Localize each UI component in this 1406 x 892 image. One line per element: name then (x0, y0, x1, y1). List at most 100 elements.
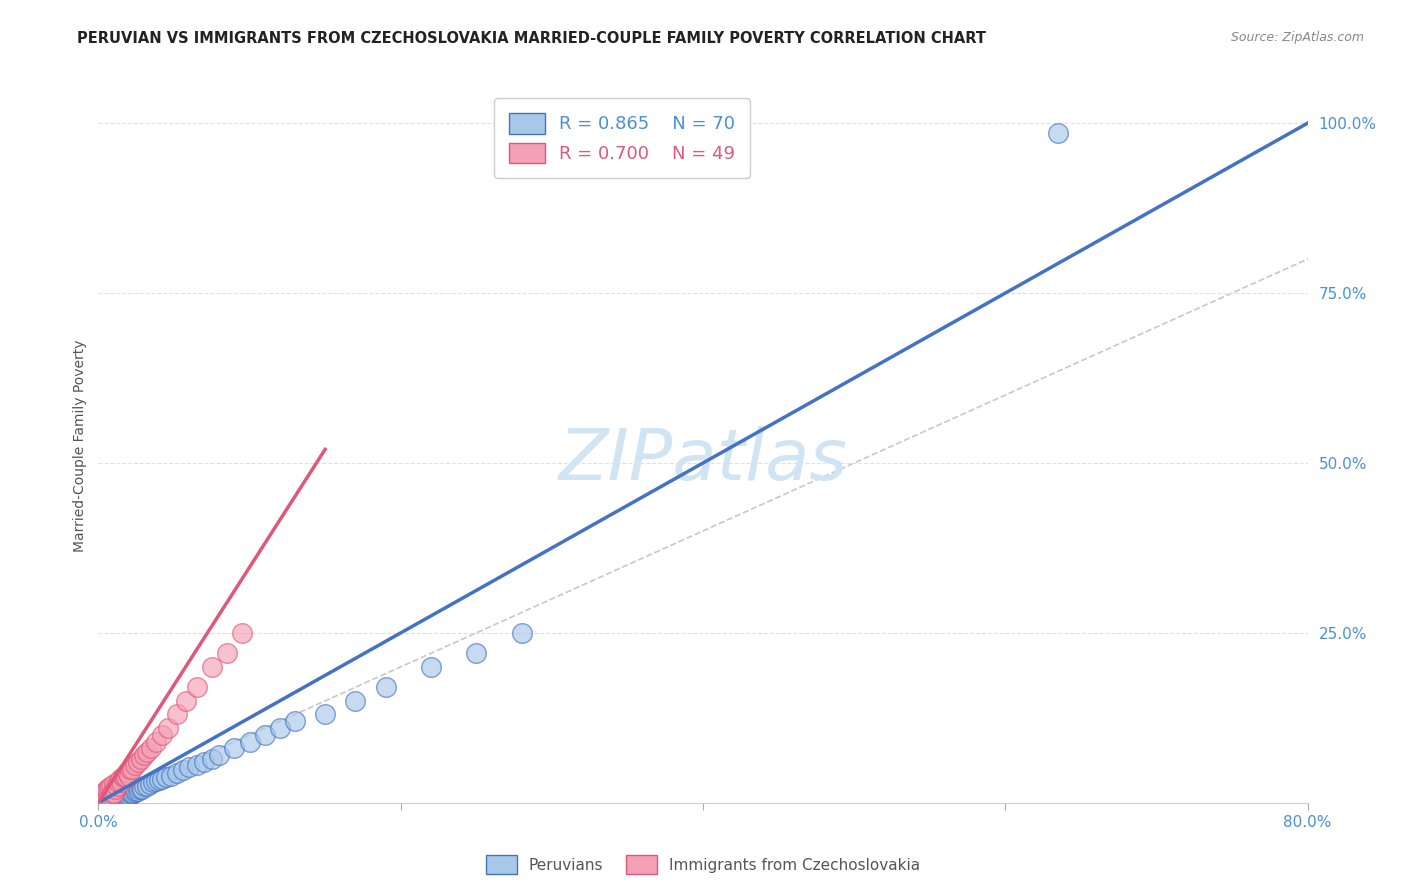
Point (89, 792, 111, 806)
Point (135, 779, 157, 793)
Point (104, 791, 127, 805)
Point (166, 707, 188, 722)
Point (110, 789, 132, 803)
Point (103, 789, 125, 804)
Point (148, 773, 170, 788)
Point (129, 780, 152, 795)
Point (91, 794, 114, 808)
Point (93, 788, 115, 802)
Point (91, 792, 114, 806)
Point (90, 793, 112, 807)
Point (94, 794, 117, 808)
Point (193, 755, 215, 769)
Point (105, 779, 128, 793)
Point (125, 783, 148, 797)
Point (344, 694, 367, 708)
Point (94, 792, 117, 806)
Point (98, 780, 121, 795)
Point (101, 790, 124, 805)
Point (111, 790, 134, 805)
Point (107, 775, 129, 789)
Point (107, 791, 129, 805)
Point (94, 794, 117, 808)
Text: ZIPatlas: ZIPatlas (558, 425, 848, 495)
Point (96, 792, 118, 806)
Point (135, 745, 157, 759)
Point (215, 646, 238, 660)
Point (107, 789, 129, 803)
Point (91, 792, 114, 806)
Point (132, 780, 155, 794)
Point (118, 769, 141, 783)
Point (139, 777, 162, 791)
Point (374, 680, 396, 694)
Text: Source: ZipAtlas.com: Source: ZipAtlas.com (1230, 31, 1364, 45)
Point (121, 787, 143, 801)
Point (94, 789, 117, 803)
Point (201, 751, 224, 765)
Point (120, 786, 142, 800)
Point (98, 793, 121, 807)
Point (465, 646, 488, 660)
Point (284, 714, 307, 729)
Point (100, 792, 122, 806)
Point (172, 763, 194, 777)
Point (124, 785, 146, 799)
Point (127, 755, 149, 769)
Point (160, 769, 183, 783)
Point (96, 790, 118, 805)
Point (155, 770, 177, 784)
Point (239, 734, 262, 748)
Point (105, 790, 128, 805)
Point (90, 794, 112, 808)
Point (90, 794, 112, 808)
Point (510, 626, 533, 640)
Point (145, 734, 167, 748)
Point (90, 791, 112, 805)
Point (115, 788, 138, 802)
Point (108, 772, 131, 786)
Point (186, 680, 208, 694)
Point (103, 792, 125, 806)
Point (103, 786, 125, 800)
Point (100, 788, 122, 802)
Point (115, 765, 138, 780)
Point (101, 793, 124, 807)
Point (100, 779, 122, 793)
Point (93, 791, 115, 805)
Point (114, 770, 136, 784)
Point (314, 707, 336, 722)
Point (127, 783, 149, 797)
Point (100, 791, 122, 805)
Point (156, 721, 179, 735)
Point (98, 791, 121, 805)
Point (91, 789, 114, 803)
Point (1047, 127, 1070, 141)
Point (179, 760, 201, 774)
Point (142, 775, 165, 789)
Point (120, 762, 142, 776)
Point (122, 786, 145, 800)
Point (108, 789, 131, 804)
Point (89, 794, 111, 808)
Point (231, 626, 253, 640)
Point (141, 741, 163, 756)
Point (93, 794, 115, 808)
Point (93, 792, 115, 806)
Point (98, 789, 121, 803)
Point (94, 783, 117, 797)
Point (150, 772, 173, 786)
Text: PERUVIAN VS IMMIGRANTS FROM CZECHOSLOVAKIA MARRIED-COUPLE FAMILY POVERTY CORRELA: PERUVIAN VS IMMIGRANTS FROM CZECHOSLOVAK… (77, 31, 987, 46)
Point (96, 782, 118, 797)
Point (103, 777, 125, 791)
Point (420, 660, 443, 674)
Point (118, 788, 141, 802)
Point (104, 782, 127, 797)
Point (91, 786, 114, 800)
Point (269, 721, 291, 735)
Point (112, 788, 135, 802)
Point (174, 694, 197, 708)
Point (94, 791, 117, 805)
Point (166, 765, 188, 780)
Point (89, 794, 111, 808)
